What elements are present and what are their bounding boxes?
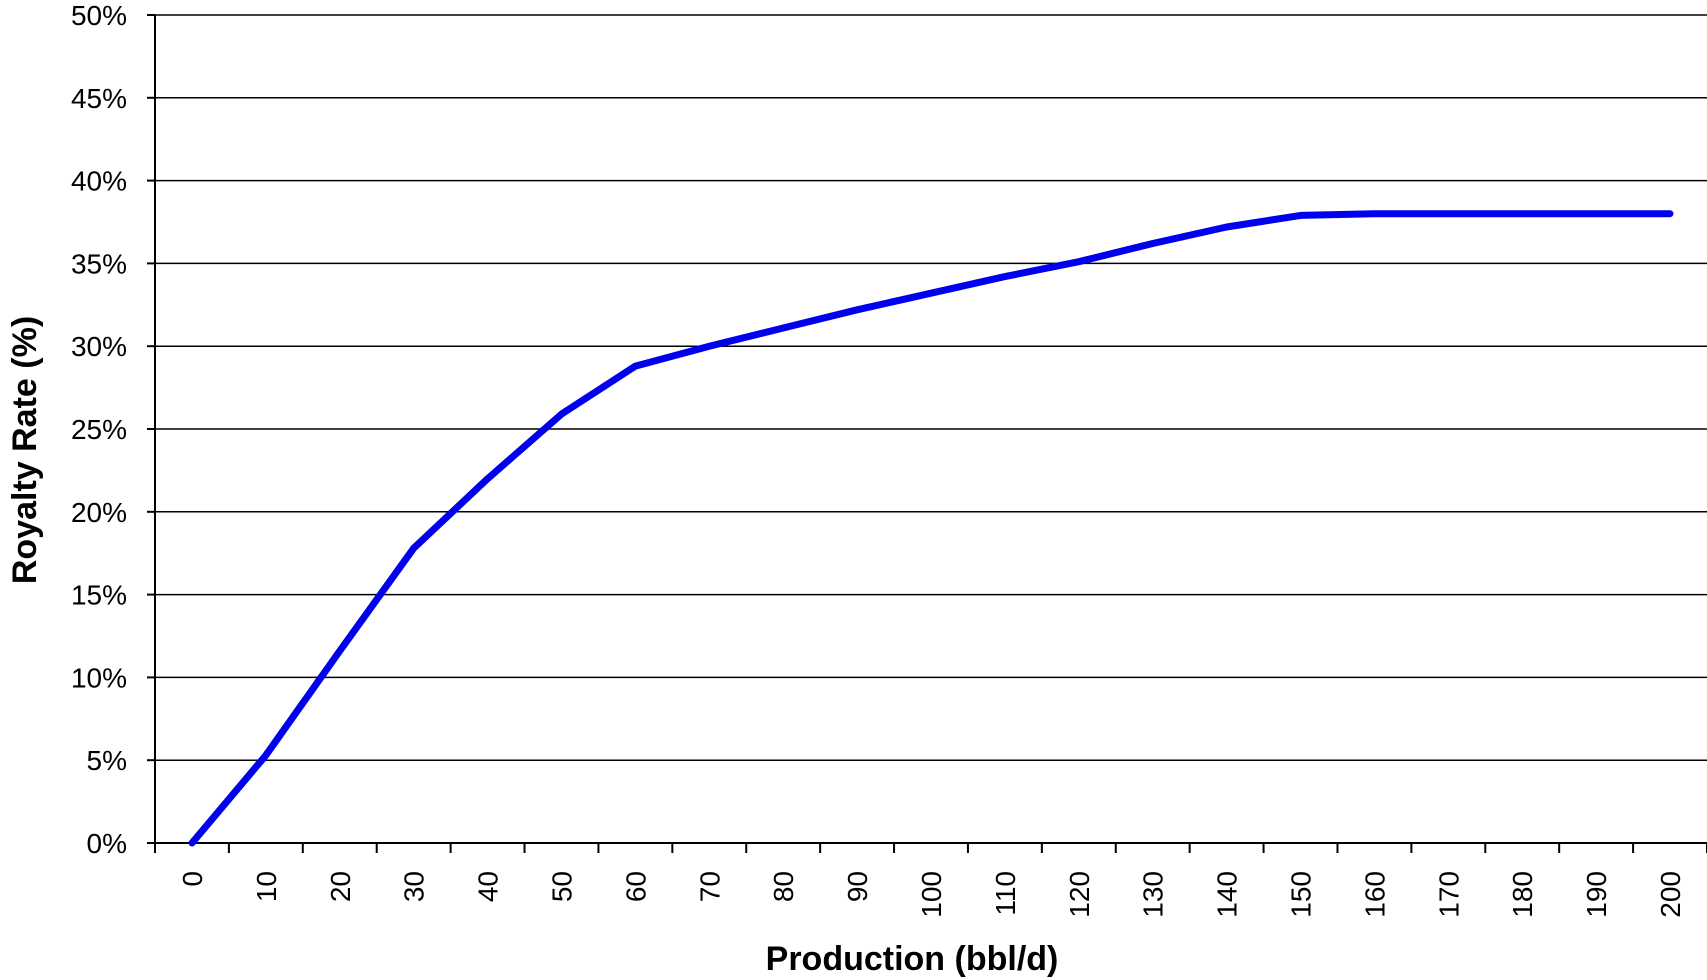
gridlines [155,14,1707,761]
x-tick-label: 20 [325,871,356,902]
x-tick-label: 110 [990,871,1021,916]
series-line [188,210,1674,847]
x-tick-label: 170 [1433,871,1464,918]
x-tick-label: 150 [1286,871,1317,918]
x-tick-marks [154,843,1707,853]
x-tick-label: 190 [1581,871,1612,918]
x-tick-label: 60 [620,871,651,902]
x-tick-label: 0 [177,871,208,887]
x-tick-labels: 0 10 20 30 40 50 60 70 80 90 100 110 120 130 140 150 160… [177,871,1686,918]
y-tick-label: 20% [71,497,127,528]
x-tick-label: 200 [1655,871,1686,918]
x-tick-label: 120 [1064,871,1095,918]
x-tick-label: 100 [916,871,947,918]
y-tick-label: 35% [71,248,127,279]
x-tick-label: 50 [546,871,577,902]
y-tick-labels: 0% 5% 10% 15% 20% 25% 30% 35% 40% 45% 50% [71,0,155,859]
x-tick-label: 10 [251,871,282,902]
x-tick-label: 160 [1359,871,1390,918]
x-tick-label: 70 [694,871,725,902]
x-tick-label: 180 [1507,871,1538,918]
y-tick-label: 25% [71,414,127,445]
y-tick-label: 30% [71,331,127,362]
y-tick-label: 50% [71,0,127,31]
y-tick-label: 5% [87,745,127,776]
x-tick-label: 130 [1138,871,1169,918]
x-axis-title: Production (bbl/d) [766,940,1059,978]
y-tick-label: 45% [71,83,127,114]
y-tick-label: 10% [71,662,127,693]
y-tick-label: 15% [71,580,127,611]
y-tick-label: 0% [87,828,127,859]
x-tick-label: 40 [473,871,504,902]
y-tick-label: 40% [71,166,127,197]
x-tick-label: 80 [768,871,799,902]
y-axis-title: Royalty Rate (%) [6,316,44,584]
x-tick-label: 90 [842,871,873,902]
x-tick-label: 30 [399,871,430,902]
x-tick-label: 140 [1212,871,1243,918]
